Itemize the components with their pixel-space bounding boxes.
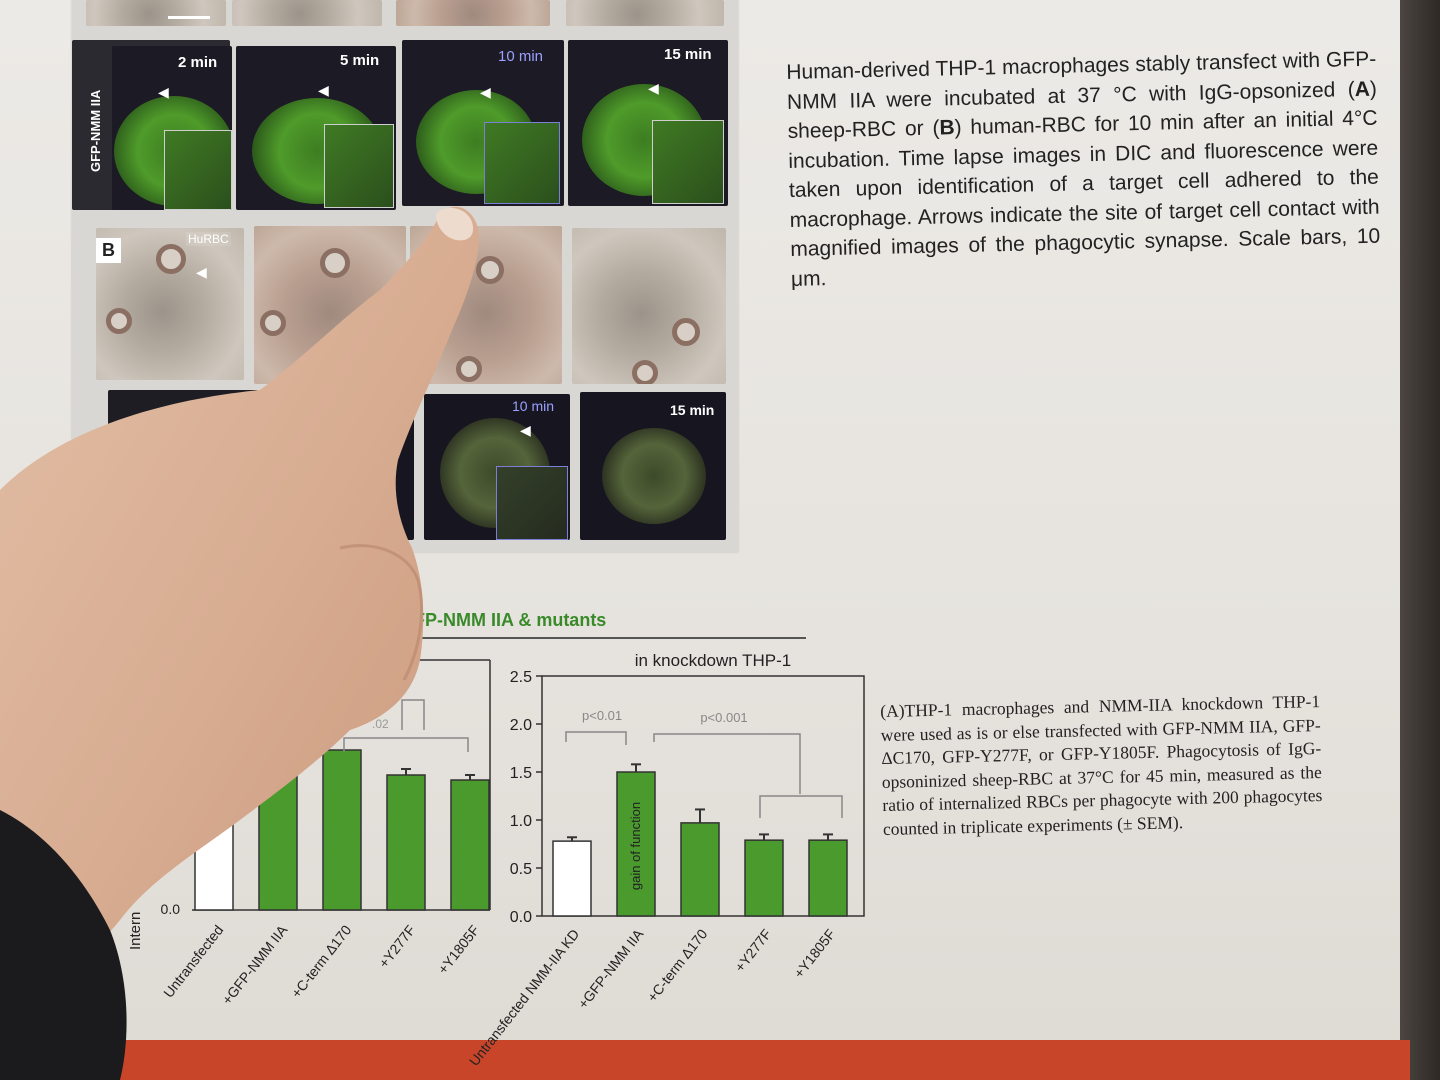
time-label-2min: 2 min — [178, 54, 218, 71]
magnified-inset — [484, 122, 560, 204]
y-axis-label: Intern — [127, 912, 144, 950]
scale-bar — [168, 16, 210, 19]
time-label-b-15min: 15 min — [670, 402, 715, 418]
significance-bracket — [343, 737, 469, 752]
bar — [258, 774, 298, 911]
significance-bracket — [401, 699, 425, 730]
bar — [744, 839, 784, 917]
magnified-inset — [164, 130, 232, 210]
y-tick-label: 1.5 — [510, 765, 532, 782]
fluo-tile-b4: 15 min — [580, 392, 726, 540]
fluo-tile-2min: ◀ 2 min — [112, 46, 232, 210]
bar — [552, 840, 592, 917]
p-value-label: .02 — [372, 717, 389, 731]
x-tick-label: Untransfected NMM-IIA KD — [466, 926, 583, 1069]
dic-tile-a4 — [566, 0, 724, 26]
y-tick-label: 0.5 — [510, 861, 532, 878]
poster-footer-strip — [0, 1040, 1410, 1080]
bar-label-gain-of-function: gain of function — [628, 802, 643, 890]
time-label-5min: 5 min — [340, 52, 380, 69]
contact-arrow-icon: ◀ — [480, 84, 491, 100]
chart-title-rule — [414, 637, 806, 639]
dic-tile-a1 — [86, 0, 226, 26]
contact-arrow-icon: ◀ — [318, 82, 329, 98]
bar — [386, 774, 426, 911]
bar — [194, 809, 234, 911]
bar — [808, 839, 848, 917]
contact-arrow-icon: ◀ — [648, 80, 659, 96]
x-tick-label: +GFP-NMM IIA — [575, 925, 647, 1011]
y-tick-label: 0.0 — [161, 901, 181, 917]
bar — [322, 749, 362, 911]
wall-edge — [1400, 0, 1440, 1080]
chart-subtitle: in knockdown THP-1 — [635, 651, 792, 670]
x-tick-label: +Y1805F — [791, 926, 839, 981]
fluo-tile-5min: ◀ 5 min — [236, 46, 396, 210]
red-blood-cell — [672, 318, 700, 346]
y-tick-label: 0.0 — [510, 909, 532, 926]
significance-bracket — [759, 795, 843, 818]
x-tick-label: +C-term Δ170 — [644, 926, 711, 1005]
y-tick-label: 2.0 — [510, 717, 532, 734]
x-tick-label: Untransfected — [160, 922, 226, 1001]
bar — [680, 822, 720, 917]
x-tick-label: +C-term Δ170 — [288, 922, 355, 1001]
dic-tile-a2 — [232, 0, 382, 26]
bar — [450, 779, 490, 911]
macrophage-cell — [602, 428, 706, 524]
contact-arrow-icon: ◀ — [158, 84, 169, 100]
significance-bracket — [565, 731, 627, 745]
time-label-10min: 10 min — [498, 48, 544, 65]
dic-tile-b4 — [572, 228, 726, 384]
fluo-tile-15min: ◀ 15 min — [568, 40, 728, 206]
magnified-inset — [652, 120, 724, 204]
significance-bracket — [653, 733, 801, 794]
x-tick-label: +Y1805F — [435, 922, 483, 977]
x-tick-label: +GFP-NMM IIA — [219, 921, 291, 1007]
time-label-b-10min: 10 min — [512, 398, 555, 414]
y-tick-label: 2.5 — [510, 669, 532, 686]
red-blood-cell — [632, 360, 658, 384]
contact-arrow-icon: ◀ — [520, 422, 531, 438]
y-tick-label: 1.0 — [510, 813, 532, 830]
p-value-label: p<0.001 — [700, 710, 747, 725]
x-tick-label: +Y277F — [731, 926, 774, 975]
p-value-label: p<0.01 — [582, 708, 622, 723]
magnified-inset — [496, 466, 568, 540]
x-tick-label: +Y277F — [375, 922, 418, 971]
dic-tile-a3 — [396, 0, 550, 26]
time-label-15min: 15 min — [664, 46, 712, 63]
fluo-tile-10min: ◀ 10 min — [402, 40, 564, 206]
red-blood-cell — [476, 256, 504, 284]
